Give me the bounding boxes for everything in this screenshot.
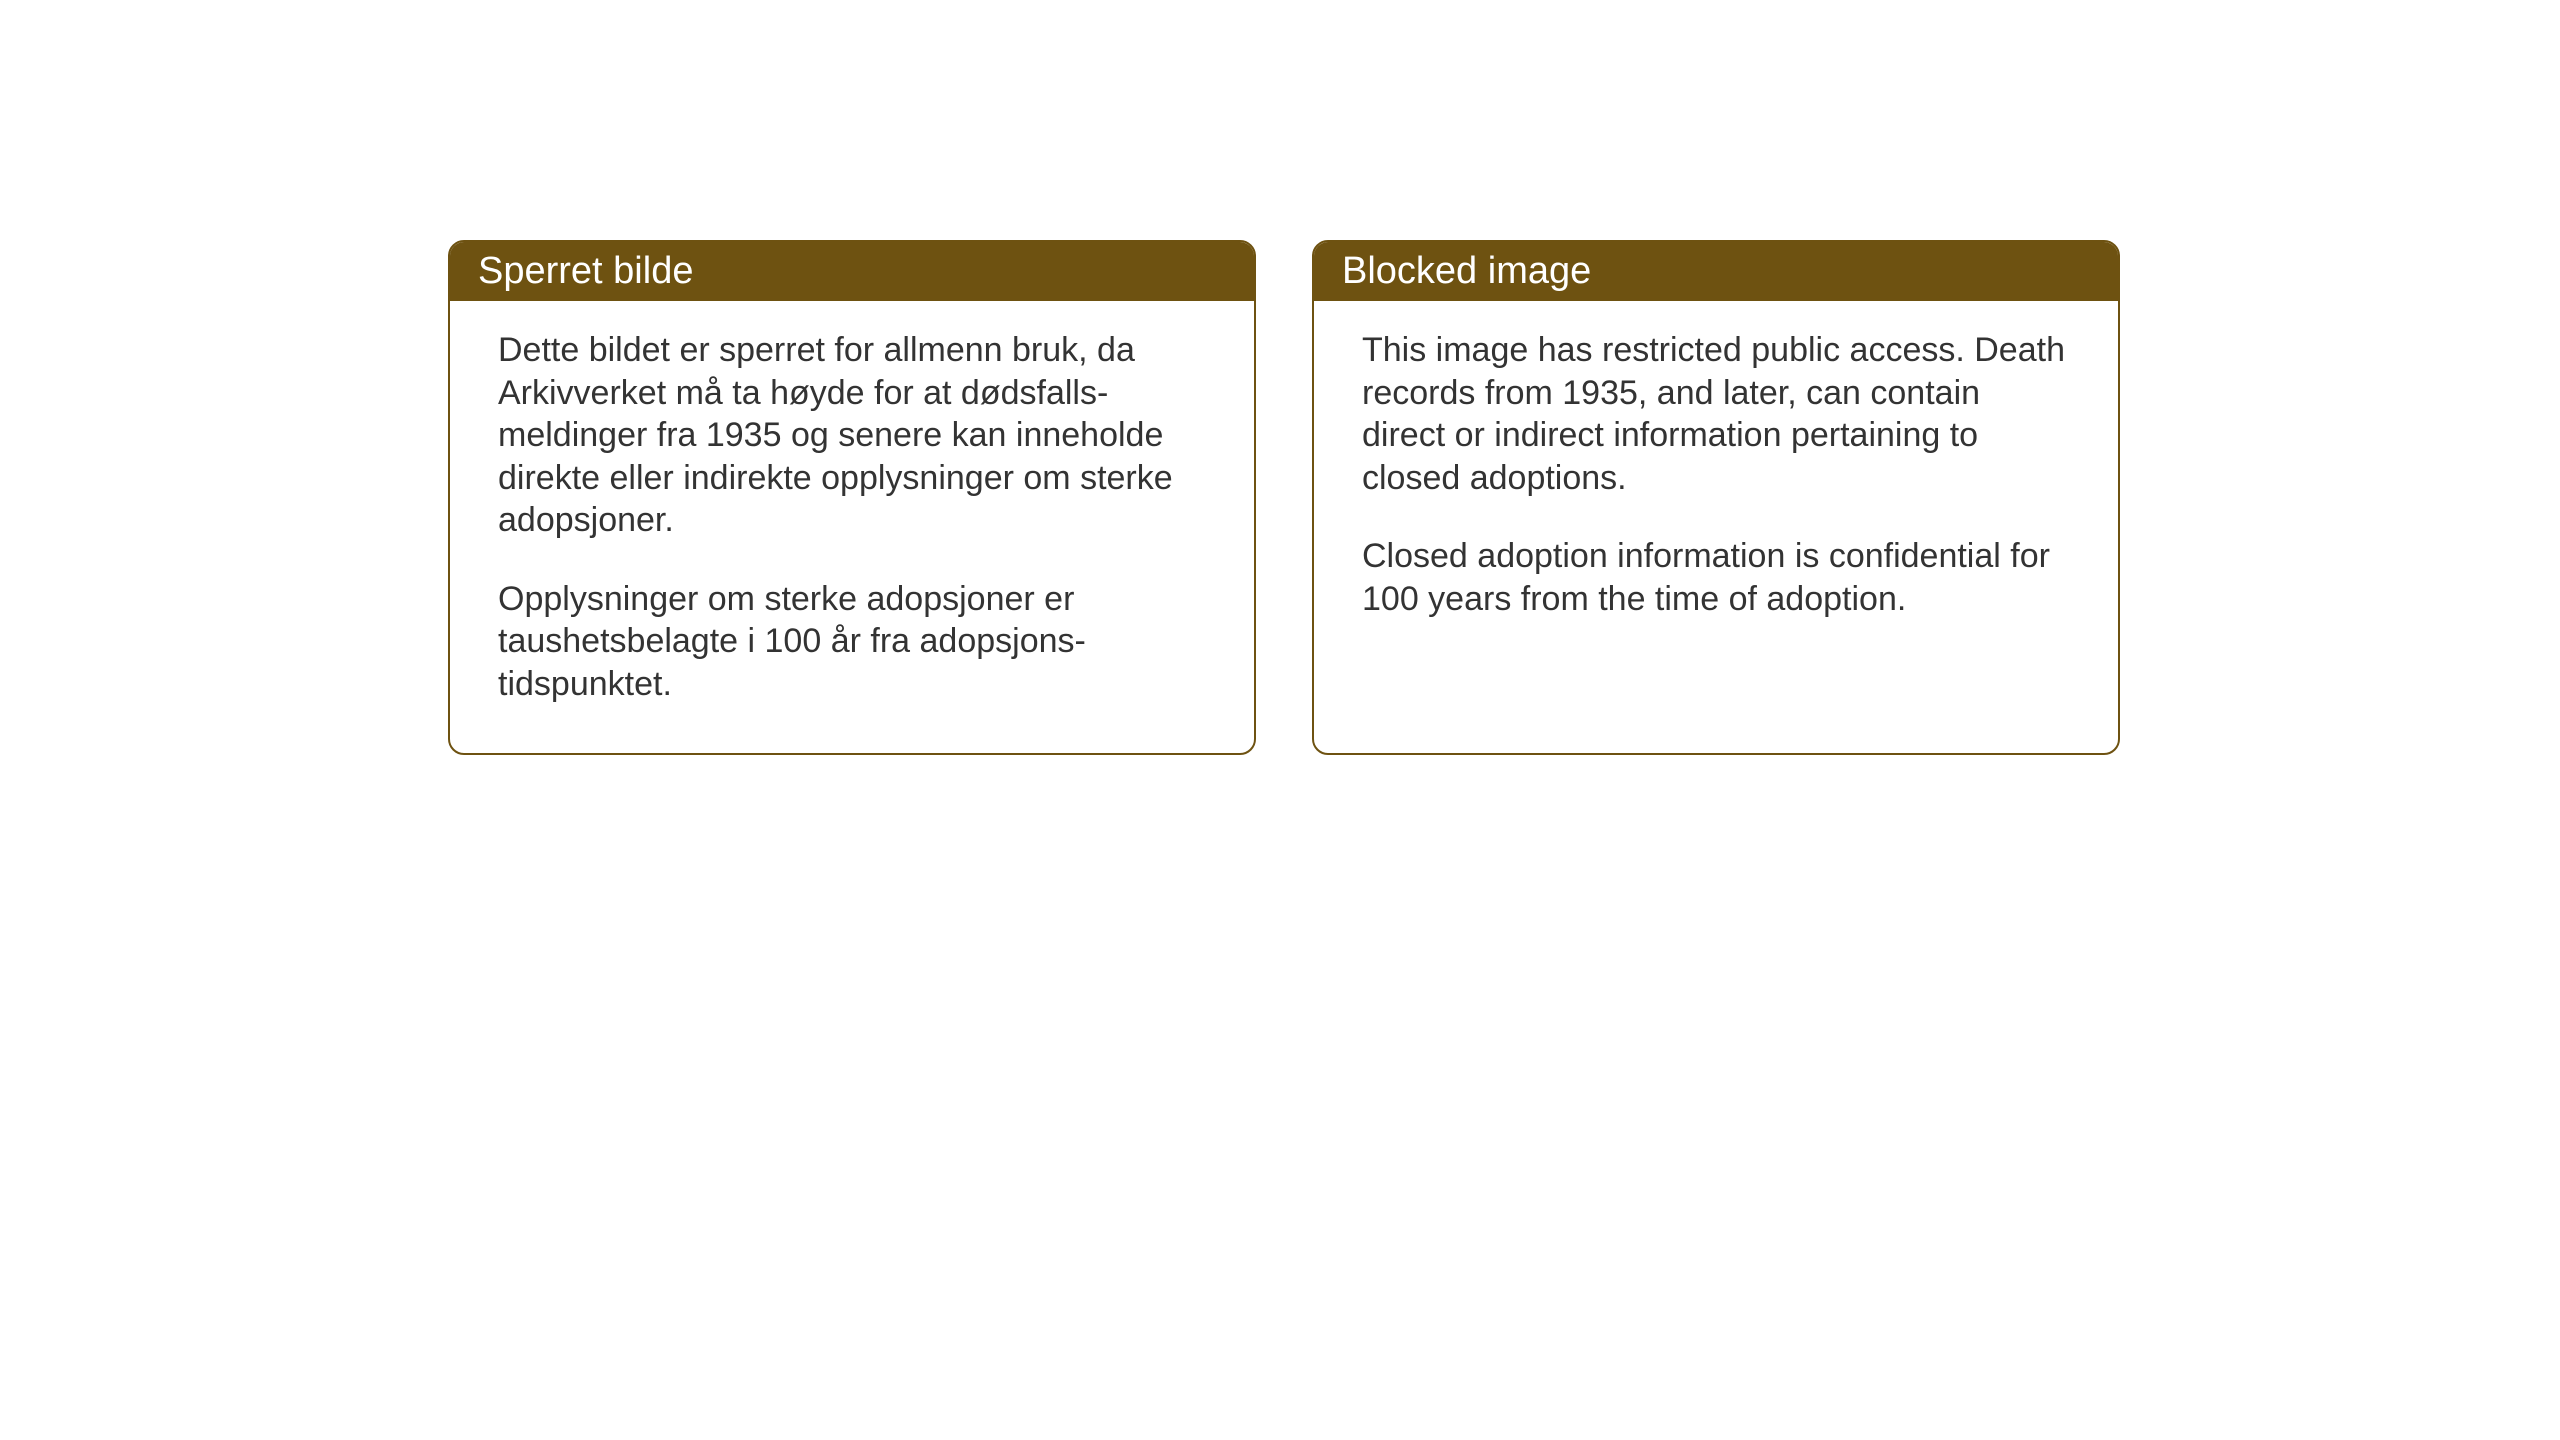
english-card-body: This image has restricted public access.… bbox=[1314, 301, 2118, 721]
norwegian-card-body: Dette bildet er sperret for allmenn bruk… bbox=[450, 301, 1254, 753]
norwegian-paragraph-1: Dette bildet er sperret for allmenn bruk… bbox=[498, 329, 1206, 542]
english-paragraph-2: Closed adoption information is confident… bbox=[1362, 535, 2070, 620]
norwegian-notice-card: Sperret bilde Dette bildet er sperret fo… bbox=[448, 240, 1256, 755]
english-notice-card: Blocked image This image has restricted … bbox=[1312, 240, 2120, 755]
norwegian-paragraph-2: Opplysninger om sterke adopsjoner er tau… bbox=[498, 578, 1206, 706]
norwegian-card-title: Sperret bilde bbox=[450, 242, 1254, 301]
english-card-title: Blocked image bbox=[1314, 242, 2118, 301]
english-paragraph-1: This image has restricted public access.… bbox=[1362, 329, 2070, 499]
notice-cards-container: Sperret bilde Dette bildet er sperret fo… bbox=[448, 240, 2120, 755]
